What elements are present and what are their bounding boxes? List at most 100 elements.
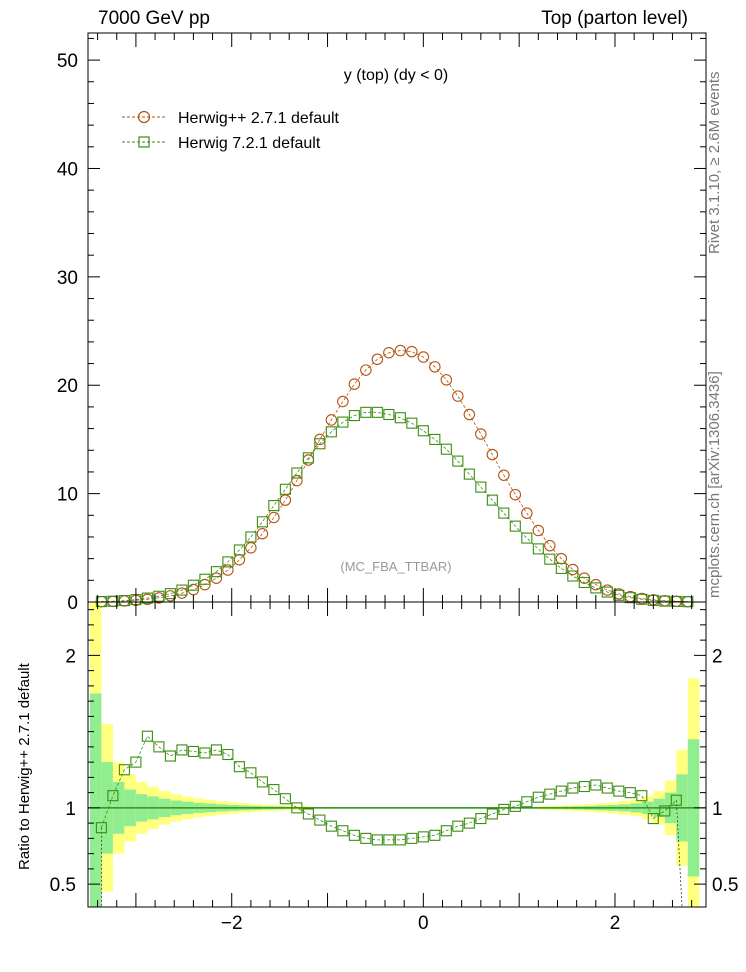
ratio-point [245,767,257,779]
ratio-xtick-label: −2 [221,913,243,934]
ratio-point [429,829,441,841]
herwigpp-point [475,428,487,440]
ratio-line-0 [101,735,677,841]
ratio-point [360,832,372,844]
herwig7-point [337,416,349,428]
herwigpp-point [383,346,395,359]
legend-label-herwigpp: Herwig++ 2.7.1 default [178,110,340,127]
ratio-point [555,785,567,797]
herwigpp-point [256,527,269,540]
herwig7-point [601,586,613,598]
ratio-point [452,820,464,832]
ratio-ytick-label-right: 2 [712,646,723,667]
herwig7-point [164,588,176,600]
ratio-point [291,802,303,814]
herwig7-point [141,592,153,604]
main-ytick-label: 20 [57,376,78,397]
ratio-point [394,834,406,846]
ratio-point [268,784,280,796]
herwig7-point [187,579,199,591]
herwig7-point [199,573,211,585]
legend-marker-herwig7 [138,136,150,148]
ratio-point [383,834,395,846]
ratio-point [337,825,349,837]
ratio-point [624,787,636,799]
herwigpp-point [429,361,441,373]
herwig7-point [555,562,567,574]
herwigpp-point [532,524,545,537]
ratio-point [348,829,360,841]
ratio-point [141,730,153,742]
ratio-point [544,788,556,800]
herwigpp-point [268,511,280,524]
legend-marker-herwigpp [137,110,151,124]
herwig7-point [325,426,337,438]
ratio-point [325,820,337,832]
herwigpp-point [521,507,533,519]
ratio-error-right [675,800,683,908]
ratio-point [199,747,211,759]
ratio-series [95,730,683,908]
ratio-point [532,791,544,803]
herwig7-point [348,410,360,422]
herwig7-point [107,595,119,607]
herwig7-point [222,556,234,568]
ratio-point [176,744,188,756]
herwig7-point [440,443,452,455]
herwig7-point [670,595,682,608]
herwigpp-point [544,539,556,552]
herwigpp-point [337,395,349,408]
ratio-point [578,780,590,793]
ratio-point [95,822,107,834]
ratio-ytick-label: 0.5 [50,875,76,896]
ratio-point [590,779,602,791]
ratio-point [164,750,176,762]
herwig7-point [590,582,602,594]
herwigpp-point [210,572,223,584]
herwig7-point [176,584,188,596]
herwig7-point [452,455,464,467]
herwigpp-point [233,553,246,566]
herwig7-point [383,408,395,421]
ratio-point [314,814,326,826]
herwig7-point [406,417,418,429]
herwigpp-point [498,469,510,481]
herwig7-point [394,412,406,424]
legend-label-herwig7: Herwig 7.2.1 default [178,135,321,152]
herwig7-point [118,595,130,607]
herwig7-point [521,532,533,544]
herwigpp-point [394,344,407,357]
herwig7-point [486,494,498,506]
ratio-point [256,776,268,788]
ratio-point [613,785,625,797]
ratio-point [371,834,383,846]
ratio-point [636,790,648,802]
herwig7-point [544,553,556,565]
herwig7-point [463,468,475,480]
herwigpp-point [440,374,453,386]
herwigpp-point [601,584,614,596]
herwig7-point [268,499,280,512]
main-ytick-label: 50 [57,51,78,72]
herwig7-point [498,507,510,519]
herwig7-point [314,438,326,450]
herwig7-point [509,520,521,532]
herwig7-point [429,433,441,445]
ratio-point [130,756,142,768]
herwigpp-point [348,378,361,390]
herwig7-point [532,543,544,555]
herwigpp-point [486,448,499,461]
ratio-ytick-label: 1 [65,799,76,820]
herwig7-point [567,570,579,582]
main-plot-title: y (top) (dy < 0) [344,67,448,84]
herwigpp-point [463,408,476,421]
main-ytick-label: 0 [67,593,78,614]
herwigpp-point [406,345,418,358]
legend: Herwig++ 2.7.1 default Herwig 7.2.1 defa… [122,110,340,152]
ratio-point [567,782,579,794]
herwig7-point [302,452,314,464]
ratio-xtick-label: 2 [610,913,621,934]
herwig7-point [245,531,257,543]
main-series [95,344,694,608]
